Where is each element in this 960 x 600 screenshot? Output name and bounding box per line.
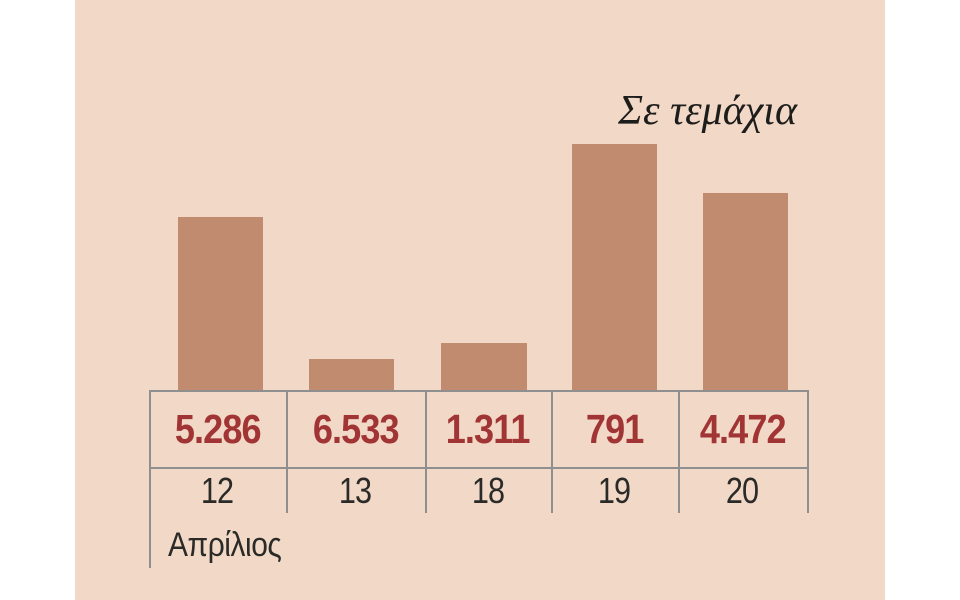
table-column-border (551, 390, 553, 513)
value-label: 6.533 (312, 406, 400, 452)
date-cell: 12 (149, 469, 286, 513)
bar (441, 343, 527, 392)
value-cell: 6.533 (286, 392, 425, 467)
bar (178, 217, 263, 392)
value-cell: 791 (551, 392, 678, 467)
value-cell: 1.311 (425, 392, 551, 467)
bar (309, 359, 394, 392)
table-column-border (678, 390, 680, 513)
value-label: 791 (585, 406, 644, 452)
table-top-border (149, 390, 809, 392)
table-column-border (807, 390, 809, 513)
date-label: 18 (471, 470, 505, 511)
date-label: 20 (726, 470, 759, 511)
date-cell: 20 (678, 469, 807, 513)
value-label: 5.286 (174, 406, 262, 452)
date-label: 12 (201, 470, 234, 511)
chart-panel: Σε τεμάχια 5.286 6.533 1.311 791 (75, 0, 885, 600)
date-cell: 19 (551, 469, 678, 513)
month-label: Απρίλιος (168, 526, 282, 564)
bar (572, 144, 657, 392)
table-column-border (286, 390, 288, 513)
value-cell: 5.286 (149, 392, 286, 467)
table-column-border (149, 390, 151, 568)
date-cell: 13 (286, 469, 425, 513)
date-label: 13 (339, 470, 372, 511)
bar (703, 193, 788, 392)
value-label: 4.472 (699, 406, 787, 452)
value-cell: 4.472 (678, 392, 807, 467)
value-label: 1.311 (446, 406, 531, 452)
table-column-border (425, 390, 427, 513)
date-label: 19 (598, 470, 631, 511)
chart-title: Σε τεμάχια (618, 88, 797, 134)
date-cell: 18 (425, 469, 551, 513)
date-row: 12 13 18 19 20 (149, 469, 807, 513)
table-middle-border (149, 467, 809, 469)
value-row: 5.286 6.533 1.311 791 4.472 (149, 392, 807, 467)
